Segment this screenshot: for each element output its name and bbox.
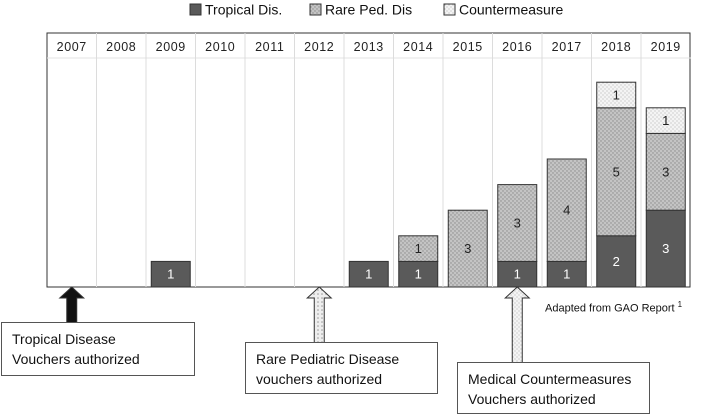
bar-rare-ped-dis-2016 [497, 184, 538, 262]
data-label-tropical-dis-2013: 1 [365, 267, 372, 282]
tick-label-2008: 2008 [106, 40, 136, 54]
bar-tropical-dis-2014 [398, 260, 439, 288]
stacked-bars: 1 1 1 1 3 1 3 1 4 2 5 1 3 3 1 [150, 81, 686, 288]
rare-callout-line1: Rare Pediatric Disease [256, 351, 400, 367]
data-label-tropical-dis-2016: 1 [514, 267, 521, 282]
tick-label-2017: 2017 [552, 40, 582, 54]
tick-label-2018: 2018 [601, 40, 631, 54]
data-label-tropical-dis-2017: 1 [563, 267, 570, 282]
arrow-rare [305, 286, 333, 344]
data-label-tropical-dis-2009: 1 [167, 267, 174, 282]
tick-label-2019: 2019 [651, 40, 681, 54]
legend: Tropical Dis. Rare Ped. Dis Countermeasure [189, 2, 563, 18]
tick-label-2012: 2012 [304, 40, 334, 54]
tropical-callout-line1: Tropical Disease [12, 331, 116, 347]
arrow-tropical [58, 286, 86, 324]
data-label-rare-ped-dis-2014: 1 [415, 241, 422, 256]
data-label-rare-ped-dis-2016: 3 [514, 216, 521, 231]
plot-area [46, 32, 691, 288]
bar-rare-ped-dis-2014 [398, 235, 439, 262]
data-label-countermeasure-2018: 1 [613, 88, 620, 103]
legend-label-tropical-dis: Tropical Dis. [205, 2, 282, 18]
data-label-tropical-dis-2014: 1 [415, 267, 422, 282]
rare-pediatric-callout: Rare Pediatric Disease vouchers authoriz… [245, 342, 438, 394]
bar-rare-ped-dis-2018 [596, 107, 637, 237]
bar-rare-ped-dis-2017 [546, 158, 587, 262]
bar-countermeasure-2019 [645, 107, 686, 134]
bar-rare-ped-dis-2015 [447, 209, 488, 288]
data-label-tropical-dis-2019: 3 [662, 241, 669, 256]
legend-swatch-rare-ped-dis [309, 3, 322, 16]
mcm-callout-line2: Vouchers authorized [468, 391, 596, 407]
year-tick-labels: 2007 2008 2009 2010 2011 2012 2013 2014 2015 2016… [57, 40, 681, 54]
source-note-text: Adapted from GAO Report [545, 302, 678, 315]
tick-label-2011: 2011 [255, 40, 284, 54]
tropical-disease-callout: Tropical Disease Vouchers authorized [1, 322, 195, 376]
year-gridlines [47, 33, 691, 287]
legend-label-countermeasure: Countermeasure [459, 2, 563, 18]
data-label-rare-ped-dis-2018: 5 [613, 164, 620, 179]
tick-label-2016: 2016 [502, 40, 532, 54]
bar-tropical-dis-2017 [546, 260, 587, 288]
arrow-mcm [503, 286, 531, 364]
countermeasures-callout: Medical Countermeasures Vouchers authori… [457, 362, 650, 414]
data-label-tropical-dis-2018: 2 [613, 254, 620, 269]
legend-label-rare-ped-dis: Rare Ped. Dis [325, 2, 412, 18]
bar-countermeasure-2018 [596, 81, 637, 109]
tick-label-2013: 2013 [354, 40, 384, 54]
tick-label-2009: 2009 [156, 40, 186, 54]
legend-swatch-countermeasure [443, 3, 456, 16]
data-label-rare-ped-dis-2015: 3 [464, 241, 471, 256]
tick-label-2015: 2015 [453, 40, 483, 54]
tropical-callout-line2: Vouchers authorized [12, 351, 140, 367]
source-note-superscript: 1 [677, 300, 683, 309]
tick-label-2010: 2010 [205, 40, 235, 54]
data-label-rare-ped-dis-2017: 4 [563, 203, 570, 218]
tick-label-2007: 2007 [57, 40, 87, 54]
bar-tropical-dis-2016 [497, 260, 538, 288]
bar-tropical-dis-2013 [348, 260, 389, 288]
rare-callout-line2: vouchers authorized [256, 371, 383, 387]
data-label-countermeasure-2019: 1 [662, 113, 669, 128]
mcm-callout-line1: Medical Countermeasures [468, 371, 632, 387]
bar-tropical-dis-2009 [150, 260, 191, 288]
legend-swatch-tropical-dis [189, 3, 202, 16]
source-note: Adapted from GAO Report 1 [545, 300, 682, 315]
data-label-rare-ped-dis-2019: 3 [662, 164, 669, 179]
tick-label-2014: 2014 [403, 40, 433, 54]
